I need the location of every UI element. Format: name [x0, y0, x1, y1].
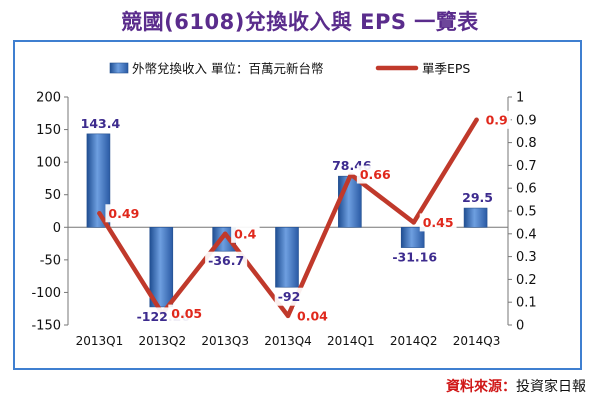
y-tick-label-right: 0.6 [516, 182, 537, 197]
y-tick-label-left: -150 [31, 319, 61, 334]
y-tick-label-left: 200 [36, 91, 61, 106]
y-tick-label-right: 0.5 [516, 205, 537, 220]
y-tick-label-right: 0.7 [516, 159, 537, 174]
eps-point [411, 220, 416, 225]
eps-point [222, 231, 228, 236]
eps-point [97, 211, 102, 216]
y-tick-label-left: -50 [40, 253, 61, 268]
source-value: 投資家日報 [516, 379, 586, 395]
eps-value-label-bg [482, 110, 511, 129]
bar [86, 133, 111, 228]
eps-value-label-bg [105, 204, 143, 223]
legend-bar-swatch [109, 62, 129, 74]
y-tick-label-right: 0.8 [516, 136, 537, 151]
bar [149, 226, 174, 308]
y-tick-label-right: 0.4 [516, 227, 537, 242]
legend-line-label: 單季EPS [422, 61, 470, 76]
x-tick-label: 2014Q2 [390, 334, 438, 348]
bar-value-label-bg [205, 251, 248, 270]
chart-title: 競國(6108)兌換收入與 EPS 一覽表 [121, 10, 479, 34]
y-tick-label-right: 0 [516, 319, 524, 334]
eps-value-label-bg [294, 306, 332, 325]
bar-value-label-bg [459, 188, 496, 207]
y-tick-label-right: 0.1 [516, 296, 537, 311]
y-tick-label-left: 100 [36, 156, 61, 171]
y-tick-label-left: -100 [31, 286, 61, 301]
bar-value-label: 143.4 [81, 116, 121, 131]
bar [338, 175, 362, 228]
legend: 外幣兌換收入 單位：百萬元新台幣 單季EPS [109, 61, 470, 76]
legend-bar-label: 外幣兌換收入 單位：百萬元新台幣 [132, 61, 323, 76]
x-tick-label: 2013Q3 [201, 334, 249, 348]
y-tick-label-right: 0.2 [516, 273, 537, 288]
x-tick-label: 2013Q2 [138, 334, 186, 348]
y-tick-label-right: 1 [516, 91, 524, 106]
x-tick-label: 2014Q3 [453, 334, 501, 348]
eps-point [474, 117, 479, 123]
bar [400, 226, 425, 248]
x-tick-label: 2013Q1 [76, 334, 124, 348]
eps-point [285, 313, 291, 319]
y-tick-label-left: 50 [44, 188, 61, 203]
eps-value-label: 0.9 [486, 112, 508, 127]
eps-value-label-bg [419, 213, 457, 232]
bar-value-label: -92 [278, 289, 301, 304]
eps-value-label: 0.45 [423, 215, 454, 230]
x-tick-label: 2013Q4 [264, 334, 312, 348]
eps-value-label: 0.4 [234, 226, 256, 241]
bar-value-label: -36.7 [208, 253, 244, 268]
bar-value-label: -31.16 [392, 250, 437, 265]
eps-value-label: 0.49 [108, 206, 139, 221]
x-tick-label: 2014Q1 [327, 334, 375, 348]
bar-value-label-bg [274, 287, 304, 306]
eps-value-label-bg [356, 165, 395, 184]
bar-value-label-bg [389, 248, 441, 267]
eps-value-label-bg [168, 304, 206, 323]
bar-value-label: 29.5 [462, 190, 493, 205]
eps-value-label: 0.04 [297, 308, 328, 323]
y-tick-label-right: 0.3 [516, 250, 537, 265]
source-note: 資料來源：投資家日報 [446, 376, 586, 396]
y-tick-label-left: 150 [36, 123, 61, 138]
bar [463, 207, 488, 228]
y-tick-label-right: 0.9 [516, 113, 537, 128]
bar-value-label-bg [77, 114, 124, 133]
bar [275, 226, 299, 288]
eps-value-label-bg [231, 224, 260, 243]
eps-value-label: 0.66 [360, 167, 391, 182]
eps-value-label: 0.05 [171, 306, 202, 321]
source-label: 資料來源： [446, 379, 516, 395]
y-tick-label-left: 0 [53, 221, 61, 236]
